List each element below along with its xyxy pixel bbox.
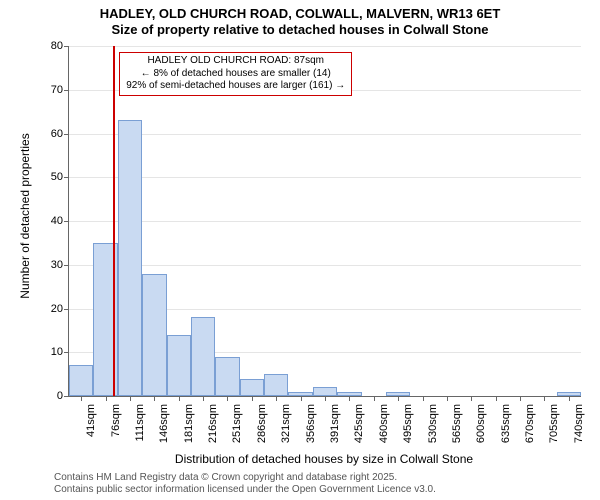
xtick-mark <box>423 396 424 401</box>
ytick-label: 40 <box>35 215 63 227</box>
xtick-label: 251sqm <box>231 404 243 454</box>
xtick-mark <box>252 396 253 401</box>
xtick-label: 495sqm <box>402 404 414 454</box>
title-line-2: Size of property relative to detached ho… <box>0 22 600 38</box>
xtick-label: 41sqm <box>85 404 97 454</box>
gridline <box>69 265 581 266</box>
histogram-bar <box>142 274 166 397</box>
xtick-label: 76sqm <box>110 404 122 454</box>
xtick-label: 425sqm <box>353 404 365 454</box>
xtick-mark <box>325 396 326 401</box>
xtick-label: 600sqm <box>475 404 487 454</box>
ytick-label: 0 <box>35 390 63 402</box>
xtick-mark <box>154 396 155 401</box>
xtick-label: 705sqm <box>548 404 560 454</box>
ytick-mark <box>64 90 69 91</box>
reference-line <box>113 46 115 396</box>
title-line-1: HADLEY, OLD CHURCH ROAD, COLWALL, MALVER… <box>0 6 600 22</box>
xtick-mark <box>374 396 375 401</box>
gridline <box>69 177 581 178</box>
xtick-mark <box>398 396 399 401</box>
histogram-bar <box>69 365 93 396</box>
xtick-label: 146sqm <box>158 404 170 454</box>
xtick-label: 565sqm <box>451 404 463 454</box>
ytick-label: 10 <box>35 346 63 358</box>
ytick-mark <box>64 134 69 135</box>
xtick-mark <box>179 396 180 401</box>
annotation-box: HADLEY OLD CHURCH ROAD: 87sqm← 8% of det… <box>119 52 352 96</box>
histogram-bar <box>264 374 288 396</box>
xtick-mark <box>569 396 570 401</box>
y-axis-label: Number of detached properties <box>18 116 32 316</box>
xtick-mark <box>349 396 350 401</box>
xtick-label: 740sqm <box>573 404 585 454</box>
gridline <box>69 46 581 47</box>
xtick-label: 111sqm <box>134 404 146 454</box>
xtick-label: 181sqm <box>183 404 195 454</box>
ytick-mark <box>64 177 69 178</box>
xtick-mark <box>106 396 107 401</box>
xtick-mark <box>227 396 228 401</box>
xtick-mark <box>496 396 497 401</box>
xtick-label: 460sqm <box>378 404 390 454</box>
ytick-mark <box>64 265 69 266</box>
annotation-line-2: ← 8% of detached houses are smaller (14) <box>126 68 345 81</box>
xtick-mark <box>301 396 302 401</box>
footer-line-2: Contains public sector information licen… <box>54 484 436 496</box>
annotation-line-3: 92% of semi-detached houses are larger (… <box>126 80 345 93</box>
xtick-mark <box>544 396 545 401</box>
ytick-label: 30 <box>35 259 63 271</box>
histogram-bar <box>313 387 337 396</box>
xtick-mark <box>203 396 204 401</box>
histogram-bar <box>167 335 191 396</box>
xtick-label: 321sqm <box>280 404 292 454</box>
ytick-label: 50 <box>35 171 63 183</box>
ytick-label: 60 <box>35 128 63 140</box>
xtick-mark <box>130 396 131 401</box>
xtick-label: 216sqm <box>207 404 219 454</box>
ytick-label: 20 <box>35 303 63 315</box>
xtick-mark <box>471 396 472 401</box>
ytick-mark <box>64 309 69 310</box>
xtick-label: 635sqm <box>500 404 512 454</box>
xtick-mark <box>447 396 448 401</box>
xtick-mark <box>276 396 277 401</box>
histogram-bar <box>215 357 239 396</box>
chart-title: HADLEY, OLD CHURCH ROAD, COLWALL, MALVER… <box>0 6 600 39</box>
xtick-label: 670sqm <box>524 404 536 454</box>
xtick-label: 286sqm <box>256 404 268 454</box>
xtick-label: 391sqm <box>329 404 341 454</box>
xtick-label: 530sqm <box>427 404 439 454</box>
histogram-chart: HADLEY, OLD CHURCH ROAD, COLWALL, MALVER… <box>0 0 600 500</box>
histogram-bar <box>240 379 264 397</box>
gridline <box>69 221 581 222</box>
ytick-label: 80 <box>35 40 63 52</box>
xtick-mark <box>520 396 521 401</box>
xtick-mark <box>81 396 82 401</box>
footer-line-1: Contains HM Land Registry data © Crown c… <box>54 472 436 484</box>
gridline <box>69 134 581 135</box>
attribution-footer: Contains HM Land Registry data © Crown c… <box>54 472 436 496</box>
ytick-mark <box>64 221 69 222</box>
annotation-line-1: HADLEY OLD CHURCH ROAD: 87sqm <box>126 55 345 68</box>
xtick-label: 356sqm <box>305 404 317 454</box>
ytick-label: 70 <box>35 84 63 96</box>
x-axis-label: Distribution of detached houses by size … <box>68 452 580 466</box>
ytick-mark <box>64 46 69 47</box>
histogram-bar <box>118 120 142 396</box>
histogram-bar <box>191 317 215 396</box>
plot-area: 0102030405060708041sqm76sqm111sqm146sqm1… <box>68 46 581 397</box>
ytick-mark <box>64 396 69 397</box>
ytick-mark <box>64 352 69 353</box>
